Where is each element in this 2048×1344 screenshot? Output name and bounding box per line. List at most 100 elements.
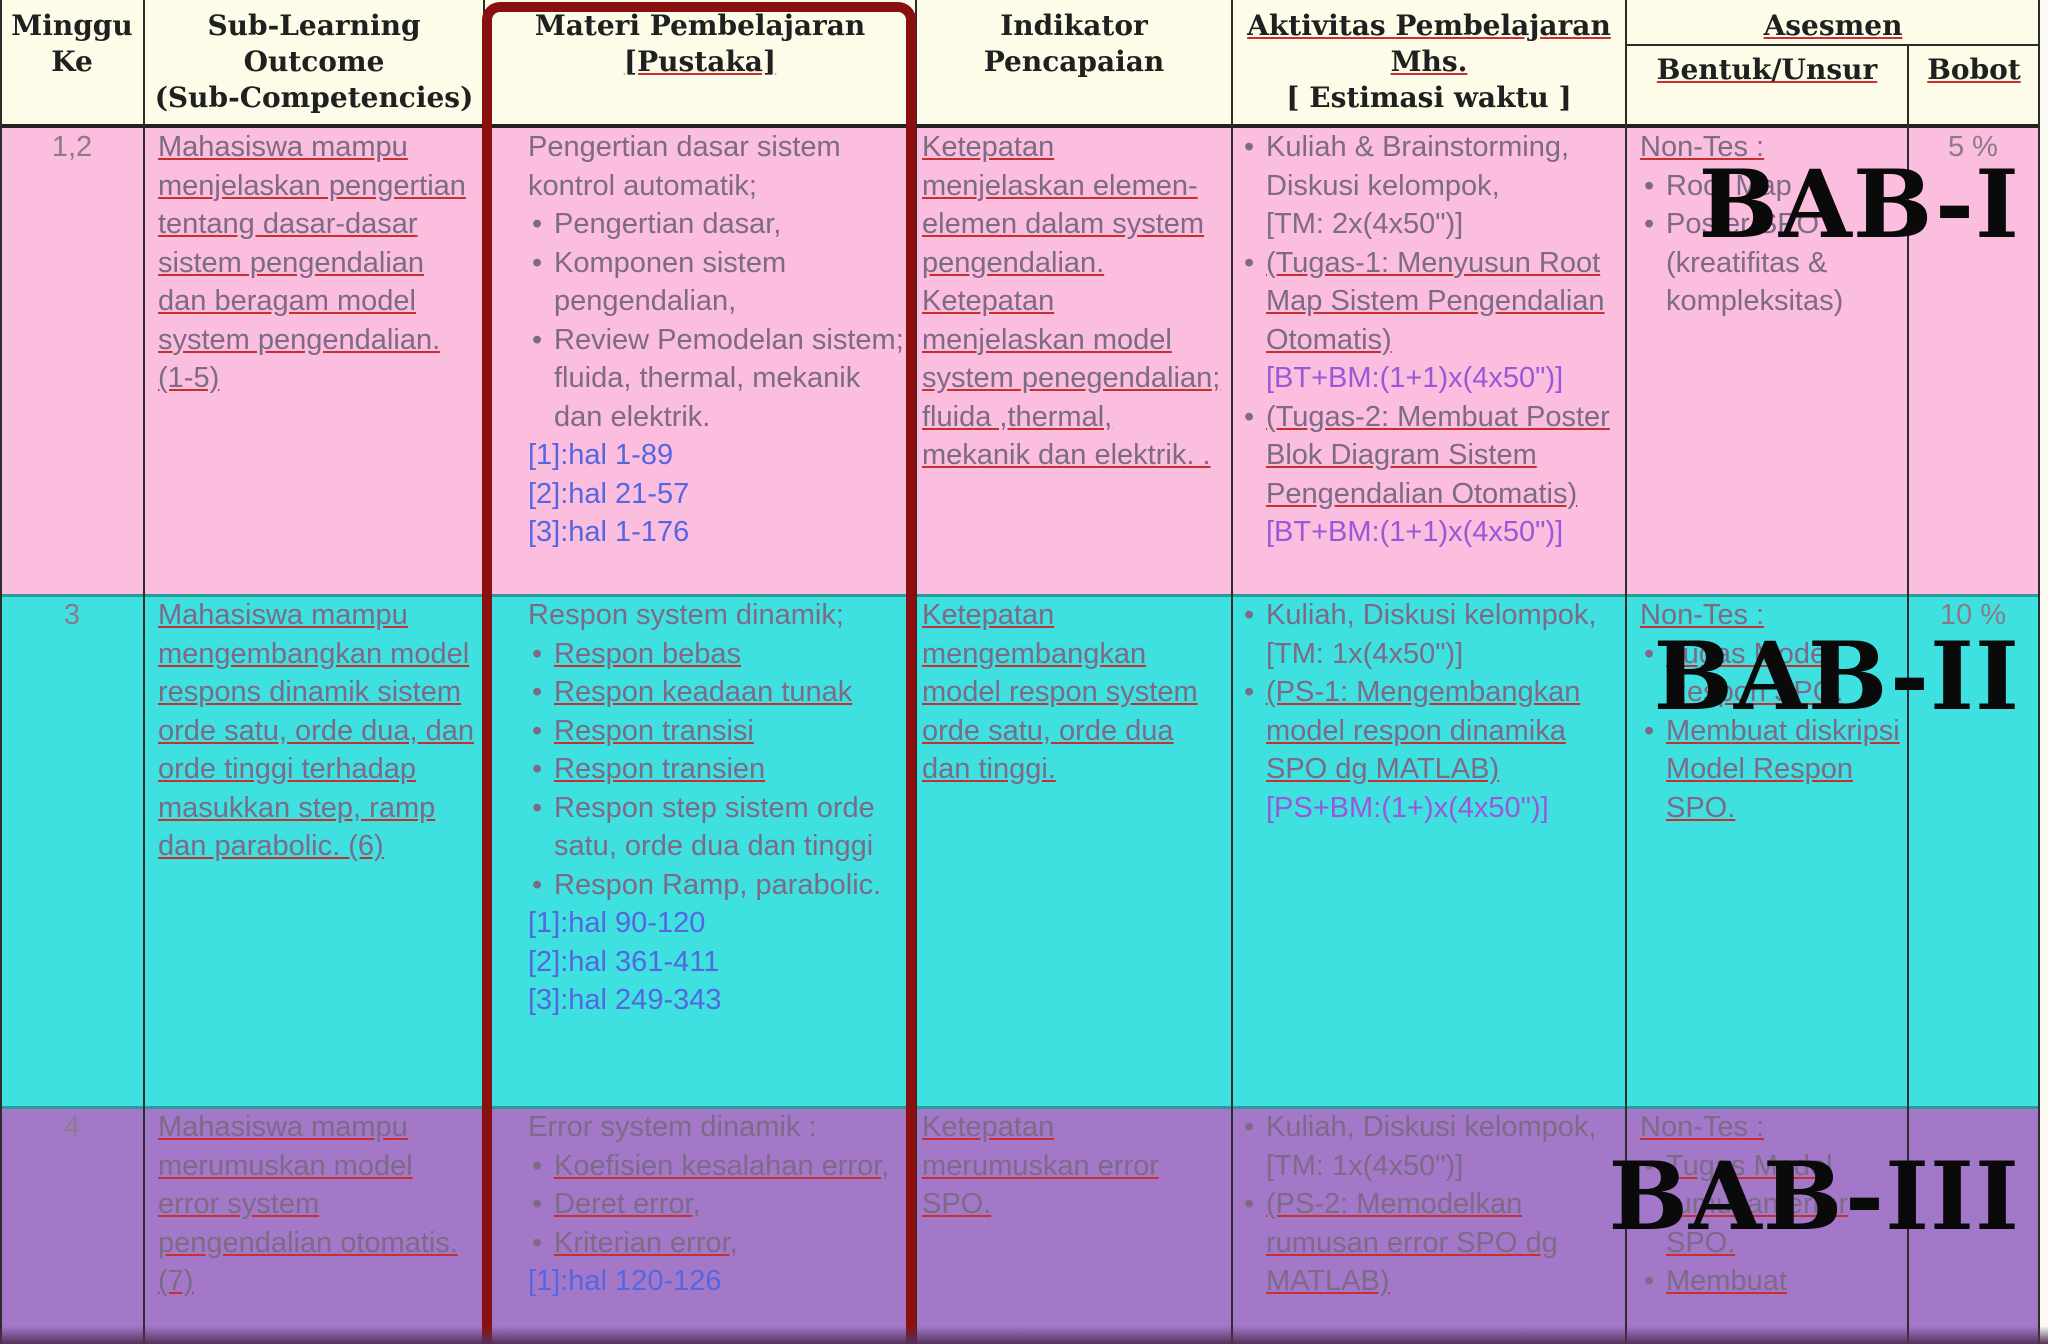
list-item: Kuliah, Diskusi kelompok, [TM: 1x(4x50")] <box>1240 596 1620 673</box>
aktivitas-note: [TM: 1x(4x50")] <box>1266 1149 1464 1182</box>
list-item: Poster SPO (kreatifitas & kompleksitas) <box>1640 205 1904 321</box>
header-aktivitas-pembelajaran: Aktivitas Pembelajaran Mhs. [ Estimasi w… <box>1232 0 1626 124</box>
header-text: Materi Pembelajaran <box>534 9 866 42</box>
header-text: (Sub-Competencies) <box>154 81 474 114</box>
reference-link: [2]:hal 21-57 <box>528 477 690 510</box>
bentuk-list: Tugas Model rumusan error SPO. Membuat <box>1640 1147 1904 1301</box>
header-divider <box>1626 44 2040 46</box>
materi-list: Respon bebas Respon keadaan tunak Respon… <box>528 635 908 905</box>
row1-indikator: Ketepatan menjelaskan elemen-elemen dala… <box>922 131 1221 471</box>
row3-week: 4 <box>63 1111 81 1143</box>
aktivitas-note: [TM: 2x(4x50")] <box>1266 208 1464 240</box>
bentuk-intro: Non-Tes : <box>1640 131 1765 163</box>
bentuk-intro: Non-Tes : <box>1640 599 1765 631</box>
list-item: Tugas Model Respon SPO. <box>1640 635 1904 712</box>
list-item: Membuat diskripsi Model Respon SPO. <box>1640 712 1904 828</box>
materi-intro: Respon system dinamik; <box>528 599 844 631</box>
aktivitas-list: Kuliah & Brainstorming, Diskusi kelompok… <box>1240 128 1620 552</box>
list-item: Respon keadaan tunak <box>528 673 908 712</box>
header-bobot: Bobot <box>1927 53 2021 86</box>
aktivitas-note: [BT+BM:(1+1)x(4x50")] <box>1266 516 1564 548</box>
aktivitas-text: Kuliah, Diskusi kelompok, <box>1266 599 1597 631</box>
row1-week: 1,2 <box>51 131 93 163</box>
row1-aktivitas: Kuliah & Brainstorming, Diskusi kelompok… <box>1240 128 1620 552</box>
header-asesmen: Asesmen <box>1763 9 1903 42</box>
list-item: Koefisien kesalahan error, <box>528 1147 908 1186</box>
materi-intro: Pengertian dasar sistem kontrol automati… <box>528 131 841 202</box>
header-text: [Pustaka] <box>623 45 777 78</box>
list-item: Deret error, <box>528 1185 908 1224</box>
aktivitas-note: [TM: 1x(4x50")] <box>1266 637 1464 670</box>
row2-bentuk: Non-Tes : Tugas Model Respon SPO. Membua… <box>1640 596 1904 827</box>
list-item: Review Pemodelan sistem; fluida, thermal… <box>528 321 908 437</box>
header-text: Mhs. <box>1390 45 1468 78</box>
list-item: Respon Ramp, parabolic. <box>528 866 908 905</box>
list-item: Tugas Model rumusan error SPO. <box>1640 1147 1904 1263</box>
grid-line <box>1625 0 1627 1344</box>
list-item: (PS-2: Memodelkan rumusan error SPO dg M… <box>1240 1185 1620 1301</box>
row1-bentuk: Non-Tes : Root Map Poster SPO (kreatifit… <box>1640 128 1904 321</box>
header-text: Minggu <box>11 9 133 42</box>
row3-aktivitas: Kuliah, Diskusi kelompok, [TM: 1x(4x50")]… <box>1240 1108 1620 1301</box>
bab-label: BAB-I <box>1698 150 2020 260</box>
row3-outcome: Mahasiswa mampu merumuskan model error s… <box>158 1111 458 1297</box>
bab-label: BAB-III <box>1608 1142 2020 1252</box>
list-item: (Tugas-2: Membuat Poster Blok Diagram Si… <box>1240 398 1620 552</box>
reference-link: [2]:hal 361-411 <box>528 945 720 978</box>
header-text: Aktivitas Pembelajaran <box>1247 9 1611 42</box>
header-text: [ Estimasi waktu ] <box>1286 81 1572 114</box>
row3-indikator: Ketepatan merumuskan error SPO. <box>922 1111 1159 1220</box>
list-item: Respon transisi <box>528 712 908 751</box>
row1-bobot: 5 % <box>1948 131 1998 163</box>
aktivitas-text: (Tugas-1: Menyusun Root Map Sistem Penge… <box>1266 246 1605 356</box>
bentuk-list: Root Map Poster SPO (kreatifitas & kompl… <box>1640 167 1904 321</box>
aktivitas-text: Kuliah & Brainstorming, Diskusi kelompok… <box>1266 131 1570 202</box>
aktivitas-list: Kuliah, Diskusi kelompok, [TM: 1x(4x50")]… <box>1240 1108 1620 1301</box>
row2-outcome: Mahasiswa mampu mengembangkan model resp… <box>158 599 475 862</box>
list-item: Membuat <box>1640 1262 1904 1301</box>
list-item: Respon transien <box>528 750 908 789</box>
list-item: Komponen sistem pengendalian, <box>528 244 908 321</box>
bentuk-list: Tugas Model Respon SPO. Membuat diskrips… <box>1640 635 1904 828</box>
row2-materi: Respon system dinamik; Respon bebas Resp… <box>528 596 908 1020</box>
list-item: Pengertian dasar, <box>528 205 908 244</box>
bentuk-intro: Non-Tes : <box>1640 1111 1765 1143</box>
header-sub-learning-outcome: Sub-Learning Outcome (Sub-Competencies) <box>144 0 484 124</box>
row3-bentuk: Non-Tes : Tugas Model rumusan error SPO.… <box>1640 1108 1904 1301</box>
reference-link: [1]:hal 120-126 <box>528 1265 722 1297</box>
row2-bobot: 10 % <box>1939 599 2007 631</box>
scan-edge <box>0 1326 2048 1344</box>
row2-week: 3 <box>63 599 81 631</box>
header-materi-pembelajaran: Materi Pembelajaran [Pustaka] <box>484 0 916 124</box>
aktivitas-text: (PS-1: Mengembangkan model respon dinami… <box>1266 676 1581 785</box>
materi-list: Koefisien kesalahan error, Deret error, … <box>528 1147 908 1263</box>
aktivitas-note: [BT+BM:(1+1)x(4x50")] <box>1266 362 1564 394</box>
row2-indikator: Ketepatan mengembangkan model respon sys… <box>922 599 1198 785</box>
header-text: Ke <box>51 45 93 78</box>
list-item: (PS-1: Mengembangkan model respon dinami… <box>1240 673 1620 827</box>
reference-link: [3]:hal 1-176 <box>528 516 690 548</box>
reference-link: [1]:hal 90-120 <box>528 907 706 939</box>
reference-link: [1]:hal 1-89 <box>528 439 674 471</box>
aktivitas-text: (PS-2: Memodelkan rumusan error SPO dg M… <box>1266 1188 1558 1297</box>
row2-aktivitas: Kuliah, Diskusi kelompok, [TM: 1x(4x50")]… <box>1240 596 1620 827</box>
list-item: (Tugas-1: Menyusun Root Map Sistem Penge… <box>1240 244 1620 398</box>
list-item: Root Map <box>1640 167 1904 206</box>
header-minggu-ke: Minggu Ke <box>0 0 144 124</box>
list-item: Kriterian error, <box>528 1224 908 1263</box>
list-item: Kuliah & Brainstorming, Diskusi kelompok… <box>1240 128 1620 244</box>
header-indikator-pencapaian: Indikator Pencapaian <box>916 0 1232 124</box>
aktivitas-list: Kuliah, Diskusi kelompok, [TM: 1x(4x50")]… <box>1240 596 1620 827</box>
row1-materi: Pengertian dasar sistem kontrol automati… <box>528 128 908 552</box>
header-text: Sub-Learning Outcome <box>207 9 421 78</box>
grid-line <box>1907 44 1909 1344</box>
row1-outcome: Mahasiswa mampu menjelaskan pengertian t… <box>158 131 466 394</box>
materi-intro: Error system dinamik : <box>528 1111 817 1143</box>
grid-line <box>0 0 2 1344</box>
grid-line <box>915 0 917 1344</box>
table-header: Minggu Ke Sub-Learning Outcome (Sub-Comp… <box>0 0 2040 128</box>
row3-materi: Error system dinamik : Koefisien kesalah… <box>528 1108 908 1301</box>
list-item: Respon step sistem orde satu, orde dua d… <box>528 789 908 866</box>
grid-line <box>1231 0 1233 1344</box>
